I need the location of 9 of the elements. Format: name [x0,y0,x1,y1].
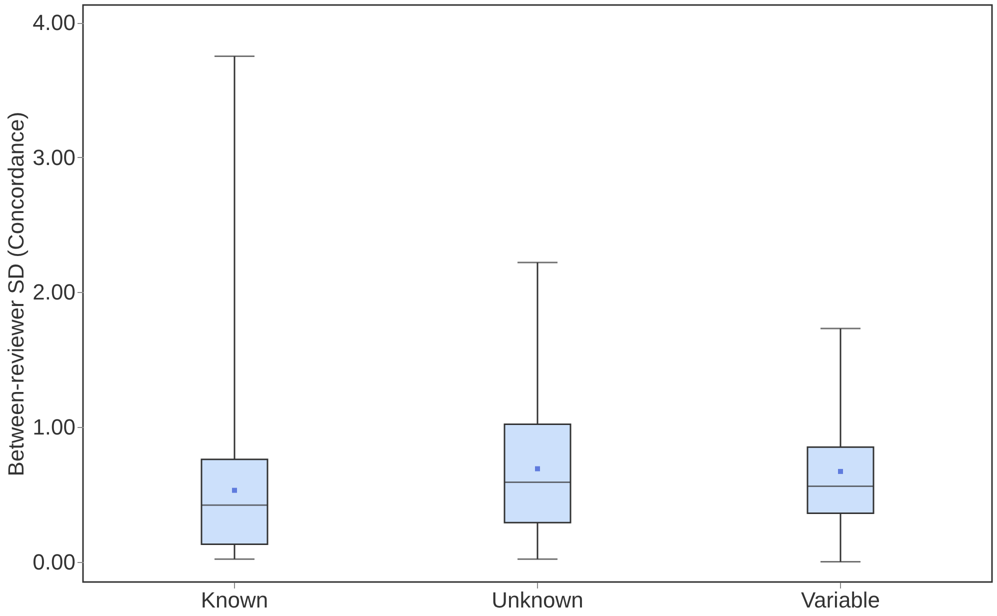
y-tick-label: 1.00 [32,414,76,440]
y-axis-title: Between-reviewer SD (Concordance) [4,112,29,476]
y-tick-label: 3.00 [32,144,76,170]
x-tick-label: Unknown [492,588,584,612]
y-tick-label: 4.00 [32,10,76,36]
y-tick-label: 2.00 [32,280,76,305]
y-tick-label: 0.00 [32,549,76,574]
x-tick-label: Known [200,588,268,612]
x-tick-label: Variable [800,588,880,612]
